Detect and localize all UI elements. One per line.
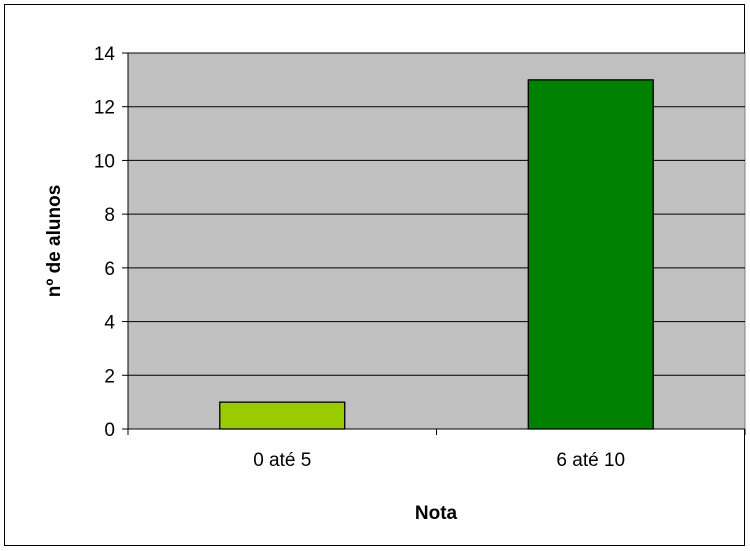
y-tick-label-2: 4 [104, 313, 115, 334]
y-tick-label-6: 12 [94, 98, 115, 119]
y-axis-title: nº de alunos [44, 185, 65, 298]
y-tick-label-4: 8 [104, 205, 115, 226]
y-axis: 0 2 4 6 8 10 12 14 [94, 44, 129, 441]
y-tick-label-0: 0 [104, 420, 115, 441]
x-tick-label-2: 6 até 10 [556, 450, 625, 471]
x-tick-label-1: 0 até 5 [253, 450, 311, 471]
y-tick-label-3: 6 [104, 259, 115, 280]
x-axis-title: Nota [415, 503, 458, 524]
bars [219, 79, 654, 430]
y-tick-label-7: 14 [94, 44, 116, 65]
bar-1 [219, 401, 346, 430]
y-tick-label-5: 10 [94, 151, 115, 172]
bar-2 [527, 79, 654, 430]
y-tick-label-1: 2 [104, 366, 115, 387]
x-axis: 0 até 5 6 até 10 [127, 428, 746, 471]
